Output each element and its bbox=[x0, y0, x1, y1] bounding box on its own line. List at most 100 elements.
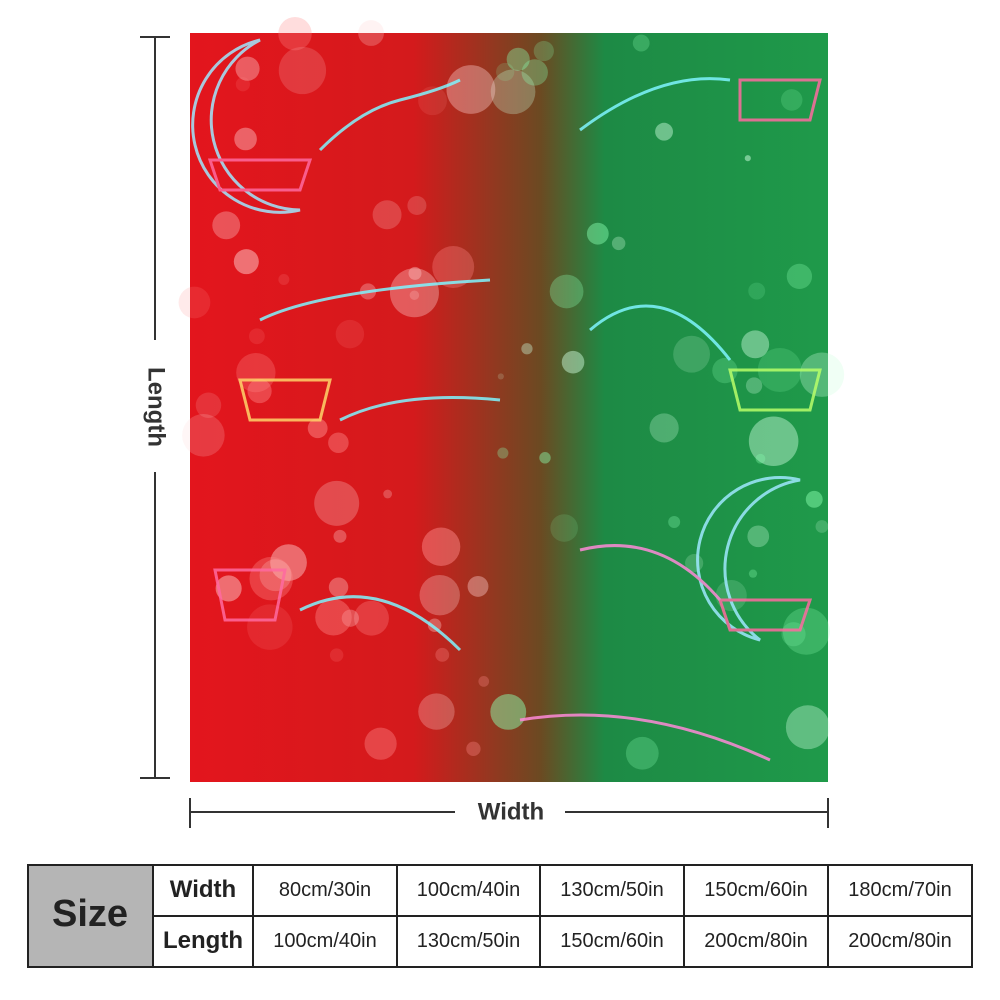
bokeh-light bbox=[419, 575, 460, 616]
bokeh-light bbox=[432, 246, 475, 288]
bokeh-light bbox=[235, 77, 250, 92]
bokeh-light bbox=[407, 195, 427, 216]
blanket-fabric bbox=[190, 33, 828, 782]
bokeh-light bbox=[533, 40, 554, 62]
table-cell bbox=[152, 864, 254, 917]
table-cell bbox=[396, 915, 541, 968]
bokeh-light bbox=[782, 607, 830, 655]
bokeh-light bbox=[521, 343, 533, 355]
blanket bbox=[178, 16, 845, 782]
bokeh-light bbox=[521, 59, 548, 86]
bokeh-light bbox=[178, 286, 211, 319]
bokeh-light bbox=[799, 352, 845, 397]
width-dimension bbox=[189, 798, 829, 828]
bokeh-light bbox=[278, 274, 290, 285]
size-value: 150cm/60in bbox=[560, 930, 663, 952]
bokeh-light bbox=[466, 741, 481, 756]
size-value: 150cm/60in bbox=[704, 879, 807, 901]
bokeh-light bbox=[755, 453, 766, 464]
bokeh-light bbox=[673, 335, 710, 373]
bokeh-light bbox=[446, 65, 496, 114]
bokeh-light bbox=[389, 268, 439, 318]
bokeh-light bbox=[358, 20, 384, 46]
bokeh-light bbox=[328, 432, 349, 454]
bokeh-light bbox=[341, 609, 359, 627]
length-dimension bbox=[140, 36, 170, 779]
bokeh-light bbox=[655, 122, 674, 141]
bokeh-light bbox=[490, 693, 527, 730]
bokeh-light bbox=[467, 575, 489, 597]
bokeh-light bbox=[195, 392, 222, 418]
size-value: 130cm/50in bbox=[417, 930, 520, 952]
table-cell bbox=[683, 915, 829, 968]
bokeh-light bbox=[314, 480, 360, 526]
bokeh-light bbox=[748, 416, 799, 467]
bokeh-light bbox=[247, 378, 272, 404]
bokeh-light bbox=[182, 414, 225, 457]
bokeh-light bbox=[748, 569, 758, 578]
table-cell bbox=[252, 864, 398, 917]
size-value: 130cm/50in bbox=[560, 879, 663, 901]
bokeh-light bbox=[418, 693, 455, 730]
bokeh-light bbox=[611, 236, 626, 251]
bokeh-light bbox=[668, 515, 681, 528]
width-label: Width bbox=[478, 798, 544, 825]
bokeh-light bbox=[780, 89, 803, 111]
bokeh-light bbox=[785, 705, 830, 750]
table-cell bbox=[683, 864, 829, 917]
bokeh-light bbox=[212, 211, 241, 240]
bokeh-light bbox=[236, 352, 276, 393]
bokeh-light bbox=[805, 490, 823, 508]
bokeh-light bbox=[815, 520, 829, 533]
bokeh-light bbox=[335, 319, 365, 349]
bokeh-light bbox=[215, 575, 242, 602]
size-value: 180cm/70in bbox=[848, 879, 951, 901]
bokeh-light bbox=[354, 600, 389, 636]
bokeh-light bbox=[409, 290, 420, 300]
bokeh-light bbox=[539, 452, 551, 464]
bokeh-light bbox=[497, 373, 504, 380]
bokeh-light bbox=[586, 222, 609, 245]
bokeh-light bbox=[632, 34, 650, 52]
bokeh-light bbox=[745, 377, 763, 394]
bokeh-light bbox=[497, 447, 509, 459]
bokeh-light bbox=[315, 599, 352, 636]
bokeh-light bbox=[278, 16, 312, 51]
size-value: 200cm/80in bbox=[848, 930, 951, 952]
table-cell bbox=[396, 864, 541, 917]
bokeh-light bbox=[364, 727, 397, 760]
bokeh-light bbox=[625, 736, 659, 770]
bokeh-light bbox=[506, 47, 530, 71]
bokeh-light bbox=[786, 263, 813, 290]
bokeh-light bbox=[233, 249, 259, 275]
bokeh-light bbox=[333, 529, 347, 543]
bokeh-light bbox=[248, 328, 265, 345]
bokeh-light bbox=[435, 647, 450, 662]
bokeh-light bbox=[383, 489, 393, 499]
neon-figures bbox=[191, 38, 822, 762]
bokeh-light bbox=[278, 46, 327, 95]
size-header: Size bbox=[52, 893, 128, 935]
bokeh-light bbox=[490, 69, 536, 115]
size-table: Size Width 80cm/30in 100cm/40in 130cm/50in 1… bbox=[27, 864, 973, 968]
bokeh-light bbox=[649, 413, 679, 443]
table-cell bbox=[827, 915, 973, 968]
bokeh-light bbox=[496, 62, 515, 82]
bokeh-light bbox=[259, 559, 292, 592]
bokeh-light bbox=[561, 350, 585, 374]
row-label: Width bbox=[170, 876, 236, 903]
bokeh-light bbox=[329, 648, 344, 662]
bokeh-light bbox=[328, 577, 349, 597]
bokeh-light bbox=[247, 604, 293, 650]
table-cell bbox=[152, 915, 254, 968]
bokeh-light bbox=[234, 127, 257, 151]
bokeh-light bbox=[372, 200, 402, 230]
row-label: Length bbox=[163, 927, 243, 954]
bokeh-light bbox=[270, 544, 307, 581]
size-value: 100cm/40in bbox=[417, 879, 520, 901]
bokeh-light bbox=[741, 330, 770, 359]
bokeh-light bbox=[550, 514, 578, 542]
bokeh-light bbox=[715, 579, 747, 612]
